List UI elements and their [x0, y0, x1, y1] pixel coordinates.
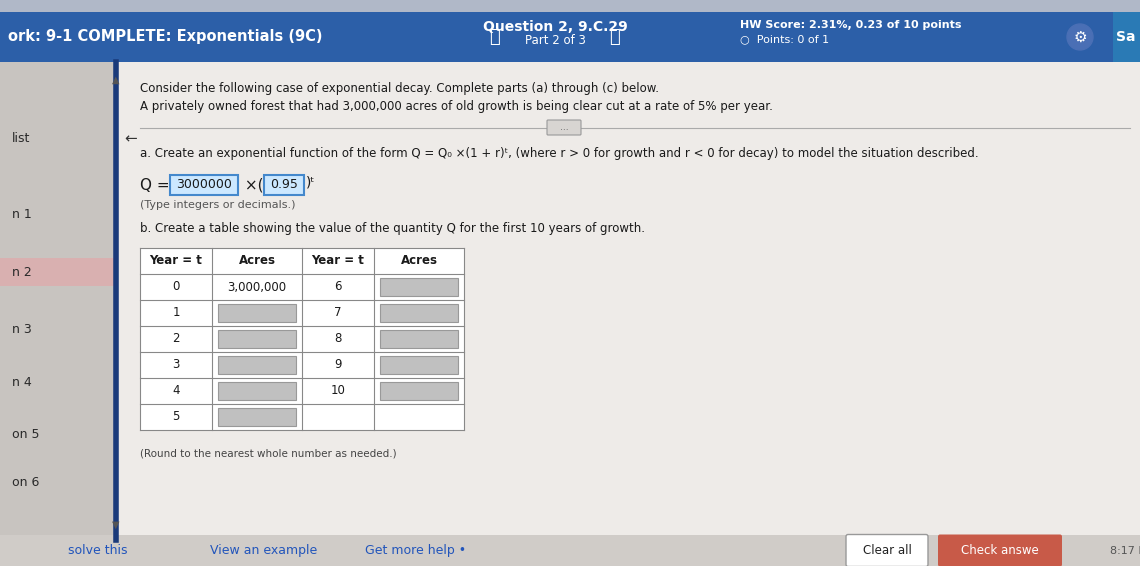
Text: 3000000: 3000000	[176, 178, 231, 191]
Bar	[0, 12, 1140, 62]
Bar	[1113, 12, 1140, 62]
Text: on 6: on 6	[13, 476, 40, 489]
Bar	[117, 62, 1140, 540]
Text: ▼: ▼	[112, 520, 120, 530]
Bar	[380, 330, 458, 348]
Text: n 2: n 2	[13, 266, 32, 279]
FancyBboxPatch shape	[846, 534, 928, 566]
Text: HW Score: 2.31%, 0.23 of 10 points: HW Score: 2.31%, 0.23 of 10 points	[740, 20, 961, 30]
Text: 2: 2	[172, 332, 180, 345]
Text: Check answe: Check answe	[961, 544, 1039, 557]
Text: n 3: n 3	[13, 323, 32, 336]
Text: ←: ←	[124, 131, 137, 146]
Text: 5: 5	[172, 410, 180, 423]
Text: A privately owned forest that had 3,000,000 acres of old growth is being clear c: A privately owned forest that had 3,000,…	[140, 100, 773, 113]
Bar	[380, 278, 458, 296]
Text: 7: 7	[334, 307, 342, 319]
Bar	[0, 0, 1140, 12]
Text: 0.95: 0.95	[270, 178, 298, 191]
Text: ork: 9-1 COMPLETE: Exponentials (9C): ork: 9-1 COMPLETE: Exponentials (9C)	[8, 29, 323, 45]
Text: 9: 9	[334, 358, 342, 371]
Text: ×(: ×(	[241, 178, 263, 192]
Text: solve this: solve this	[68, 544, 128, 557]
Text: 〉: 〉	[610, 28, 620, 46]
Bar	[0, 535, 1140, 566]
Text: 3: 3	[172, 358, 180, 371]
Text: Acres: Acres	[400, 255, 438, 268]
Text: list: list	[13, 132, 31, 145]
Bar	[170, 175, 238, 195]
Text: Question 2, 9.C.29: Question 2, 9.C.29	[482, 20, 627, 34]
Text: 10: 10	[331, 384, 345, 397]
Text: b. Create a table showing the value of the quantity Q for the first 10 years of : b. Create a table showing the value of t…	[140, 222, 645, 235]
Text: ○  Points: 0 of 1: ○ Points: 0 of 1	[740, 34, 829, 44]
Circle shape	[1067, 24, 1093, 50]
Text: (Type integers or decimals.): (Type integers or decimals.)	[140, 200, 295, 210]
Bar	[380, 356, 458, 374]
Bar	[380, 304, 458, 322]
Text: Q =: Q =	[140, 178, 174, 192]
Text: a. Create an exponential function of the form Q = Q₀ ×(1 + r)ᵗ, (where r > 0 for: a. Create an exponential function of the…	[140, 147, 978, 160]
Bar	[218, 408, 296, 426]
Text: Get more help •: Get more help •	[365, 544, 466, 557]
Text: n 4: n 4	[13, 376, 32, 389]
Text: 4: 4	[172, 384, 180, 397]
Text: Clear all: Clear all	[863, 544, 912, 557]
Text: 8: 8	[334, 332, 342, 345]
Text: 0: 0	[172, 281, 180, 294]
Text: Sa: Sa	[1116, 30, 1135, 44]
Text: Year = t: Year = t	[149, 255, 203, 268]
Text: 1: 1	[172, 307, 180, 319]
Bar	[218, 304, 296, 322]
Bar	[0, 62, 115, 540]
Text: Year = t: Year = t	[311, 255, 365, 268]
Text: Acres: Acres	[238, 255, 276, 268]
Text: 6: 6	[334, 281, 342, 294]
Text: View an example: View an example	[210, 544, 317, 557]
Text: n 1: n 1	[13, 208, 32, 221]
Bar	[218, 382, 296, 400]
Text: Consider the following case of exponential decay. Complete parts (a) through (c): Consider the following case of exponenti…	[140, 82, 659, 95]
Text: Part 2 of 3: Part 2 of 3	[524, 34, 586, 47]
Bar	[380, 382, 458, 400]
FancyBboxPatch shape	[938, 534, 1062, 566]
Bar	[0, 258, 115, 286]
FancyBboxPatch shape	[547, 120, 581, 135]
Text: )ᵗ: )ᵗ	[306, 176, 316, 190]
Text: ⚙: ⚙	[1073, 29, 1086, 45]
Bar	[140, 248, 464, 430]
Bar	[264, 175, 304, 195]
Text: ▲: ▲	[112, 75, 120, 85]
Bar	[218, 356, 296, 374]
Text: 3,000,000: 3,000,000	[228, 281, 286, 294]
Text: on 5: on 5	[13, 428, 40, 441]
Bar	[218, 330, 296, 348]
Text: (Round to the nearest whole number as needed.): (Round to the nearest whole number as ne…	[140, 448, 397, 458]
Text: 〈: 〈	[489, 28, 500, 46]
Text: ...: ...	[560, 123, 569, 132]
Text: 8:17 P: 8:17 P	[1110, 546, 1140, 555]
